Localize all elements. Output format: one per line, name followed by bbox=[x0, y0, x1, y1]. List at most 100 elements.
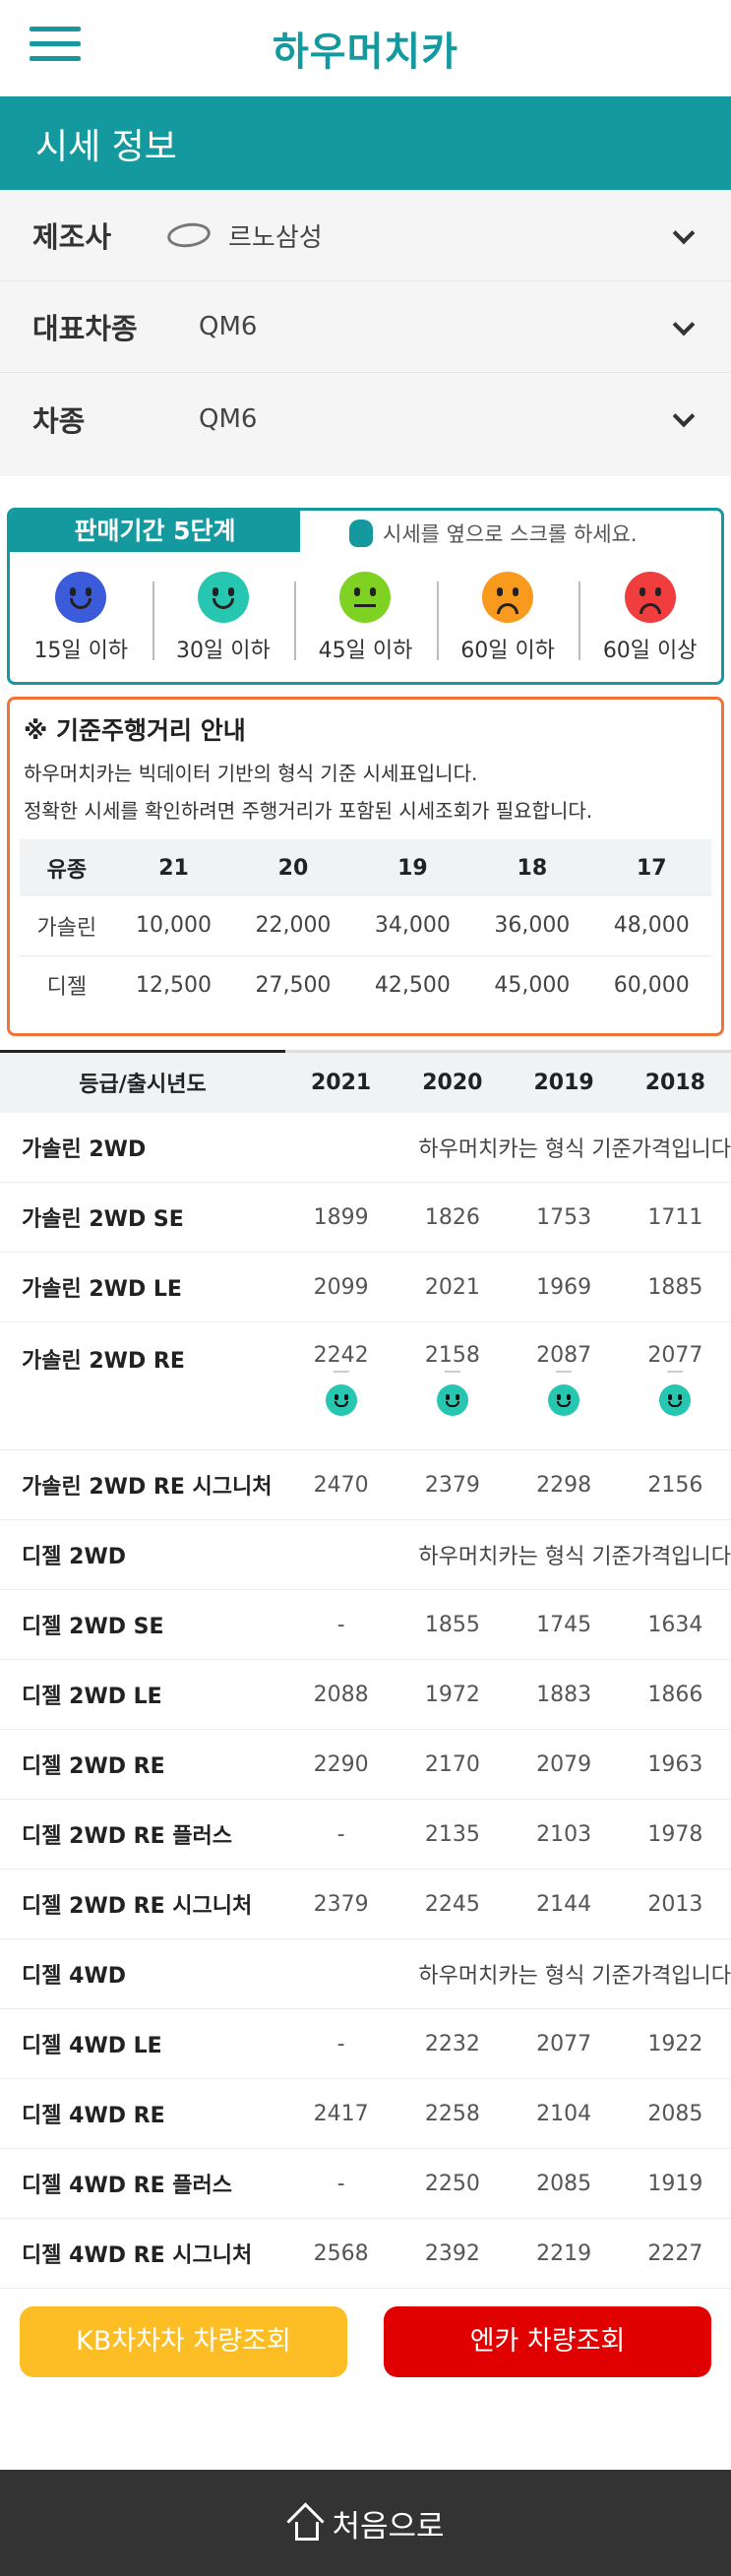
filter-label: 차종 bbox=[32, 403, 86, 438]
price-cell: 1885 bbox=[619, 1252, 731, 1322]
chevron-down-icon[interactable] bbox=[672, 404, 696, 428]
model-select[interactable]: 차종 QM6 bbox=[0, 373, 731, 464]
trim-name: 가솔린 2WD bbox=[0, 1112, 285, 1183]
price-value: 2258 bbox=[424, 2101, 480, 2126]
price-cell: 1899 bbox=[285, 1182, 397, 1253]
mileage-cell: 22,000 bbox=[233, 896, 353, 956]
price-cell: 2144 bbox=[508, 1869, 620, 1939]
price-value: 1826 bbox=[424, 1204, 480, 1230]
price-cell: 2417 bbox=[285, 2078, 397, 2149]
table-row: 디젤 2WD RE 시그니처 2379 2245 2144 2013 bbox=[0, 1869, 731, 1939]
home-footer-button[interactable]: 처음으로 bbox=[0, 2470, 731, 2576]
price-cell: 2079 bbox=[508, 1729, 620, 1800]
price-value: 2392 bbox=[424, 2240, 480, 2266]
price-cell: 2227 bbox=[619, 2218, 731, 2289]
encar-button[interactable]: 엔카 차량조회 bbox=[384, 2306, 711, 2377]
price-value: 1899 bbox=[313, 1204, 369, 1230]
period-tab[interactable]: 판매기간 5단계 bbox=[10, 511, 300, 552]
price-header: 2019 bbox=[508, 1050, 620, 1113]
price-cell: - bbox=[285, 2148, 397, 2219]
price-cell: 2085 bbox=[508, 2148, 620, 2219]
filter-label: 제조사 bbox=[32, 220, 112, 254]
price-value: 1634 bbox=[647, 1612, 703, 1637]
scroll-hint: 시세를 옆으로 스크롤 하세요. bbox=[349, 519, 638, 548]
model-group-select[interactable]: 대표차종 QM6 bbox=[0, 281, 731, 373]
price-value: 2156 bbox=[647, 1472, 703, 1498]
trim-name: 디젤 4WD RE bbox=[0, 2078, 285, 2149]
price-cell: 1866 bbox=[619, 1659, 731, 1730]
price-cell: 1711 bbox=[619, 1182, 731, 1253]
price-value: 1866 bbox=[647, 1682, 703, 1707]
mileage-cell: 42,500 bbox=[374, 972, 451, 998]
price-value: 1969 bbox=[536, 1274, 592, 1300]
price-cell: 2470 bbox=[285, 1449, 397, 1520]
table-row: 디젤 2WD 하우머치카는 형식 기준가격입니다 bbox=[0, 1519, 731, 1590]
price-value: 1745 bbox=[536, 1612, 592, 1637]
hamburger-menu-icon[interactable] bbox=[30, 27, 81, 62]
price-value: 1883 bbox=[536, 1682, 592, 1707]
trim-name: 디젤 2WD LE bbox=[0, 1659, 285, 1730]
price-value: 1922 bbox=[647, 2031, 703, 2056]
kb-chachacha-button[interactable]: KB차차차 차량조회 bbox=[20, 2306, 347, 2377]
site-logo[interactable]: 하우머치카 bbox=[273, 30, 458, 75]
price-value: 1919 bbox=[647, 2171, 703, 2196]
price-value: 2250 bbox=[424, 2171, 480, 2196]
stage-label: 60일 이상 bbox=[602, 639, 698, 663]
price-value: 2013 bbox=[647, 1891, 703, 1917]
price-cell: 1922 bbox=[619, 2008, 731, 2079]
price-cell: 1745 bbox=[508, 1589, 620, 1660]
table-row: 가솔린 2WD RE 2242 2158 2087 2077 bbox=[0, 1321, 731, 1450]
tick-mark bbox=[333, 1371, 349, 1373]
price-table: 등급/출시년도 2021 2020 2019 2018 가솔린 2WD 하우머치카… bbox=[0, 1050, 731, 2289]
price-cell: 2392 bbox=[396, 2218, 509, 2289]
happy-face-icon bbox=[197, 572, 249, 623]
price-value: 2219 bbox=[536, 2240, 592, 2266]
price-value: 2088 bbox=[313, 1682, 369, 1707]
price-value: 1711 bbox=[647, 1204, 703, 1230]
price-cell: 2156 bbox=[619, 1449, 731, 1520]
price-value: 2470 bbox=[313, 1472, 369, 1498]
price-cell: 2099 bbox=[285, 1252, 397, 1322]
trim-name: 가솔린 2WD RE bbox=[0, 1321, 285, 1450]
price-cell: 1753 bbox=[508, 1182, 620, 1253]
hand-swipe-icon bbox=[349, 520, 373, 547]
price-value: 2232 bbox=[424, 2031, 480, 2056]
price-cell: 2250 bbox=[396, 2148, 509, 2219]
price-note: 하우머치카는 형식 기준가격입니다 bbox=[285, 1938, 731, 2009]
price-value: 2104 bbox=[536, 2101, 592, 2126]
trim-name: 디젤 2WD bbox=[0, 1519, 285, 1590]
chevron-down-icon[interactable] bbox=[672, 313, 696, 337]
mileage-cell: 디젤 bbox=[46, 975, 88, 1001]
chevron-down-icon[interactable] bbox=[672, 221, 696, 245]
table-row: 디젤 2WD SE - 1855 1745 1634 bbox=[0, 1589, 731, 1660]
price-value: 2085 bbox=[647, 2101, 703, 2126]
trim-name: 디젤 2WD RE 플러스 bbox=[0, 1799, 285, 1870]
table-row: 디젤 2WD RE 플러스 - 2135 2103 1978 bbox=[0, 1799, 731, 1870]
trim-name: 디젤 4WD RE 시그니처 bbox=[0, 2218, 285, 2289]
price-value: 2103 bbox=[536, 1821, 592, 1847]
tick-mark bbox=[444, 1371, 460, 1373]
price-cell: 1855 bbox=[396, 1589, 509, 1660]
price-cell: 2379 bbox=[396, 1449, 509, 1520]
price-value: 1972 bbox=[424, 1682, 480, 1707]
price-cell: 1963 bbox=[619, 1729, 731, 1800]
stage-2: 30일 이하 bbox=[152, 572, 295, 664]
trim-name: 가솔린 2WD LE bbox=[0, 1252, 285, 1322]
scroll-hint-text: 시세를 옆으로 스크롤 하세요. bbox=[383, 522, 638, 546]
price-value: 2568 bbox=[313, 2240, 369, 2266]
price-value: 2170 bbox=[424, 1751, 480, 1777]
price-cell: 1969 bbox=[508, 1252, 620, 1322]
price-note: 하우머치카는 형식 기준가격입니다 bbox=[285, 1112, 731, 1183]
price-value: 2077 bbox=[536, 2031, 592, 2056]
happy-face-icon bbox=[436, 1384, 468, 1416]
filter-label: 대표차종 bbox=[32, 312, 138, 345]
price-cell: 2103 bbox=[508, 1799, 620, 1870]
mileage-cell: 12,500 bbox=[136, 972, 212, 998]
price-cell: 2568 bbox=[285, 2218, 397, 2289]
mileage-cell: 48,000 bbox=[591, 896, 711, 956]
home-icon bbox=[286, 2505, 326, 2541]
price-header: 등급/출시년도 bbox=[0, 1050, 285, 1113]
manufacturer-select[interactable]: 제조사 르노삼성 bbox=[0, 190, 731, 281]
price-cell: 2077 bbox=[619, 1321, 731, 1450]
happy-face-icon bbox=[325, 1384, 357, 1416]
